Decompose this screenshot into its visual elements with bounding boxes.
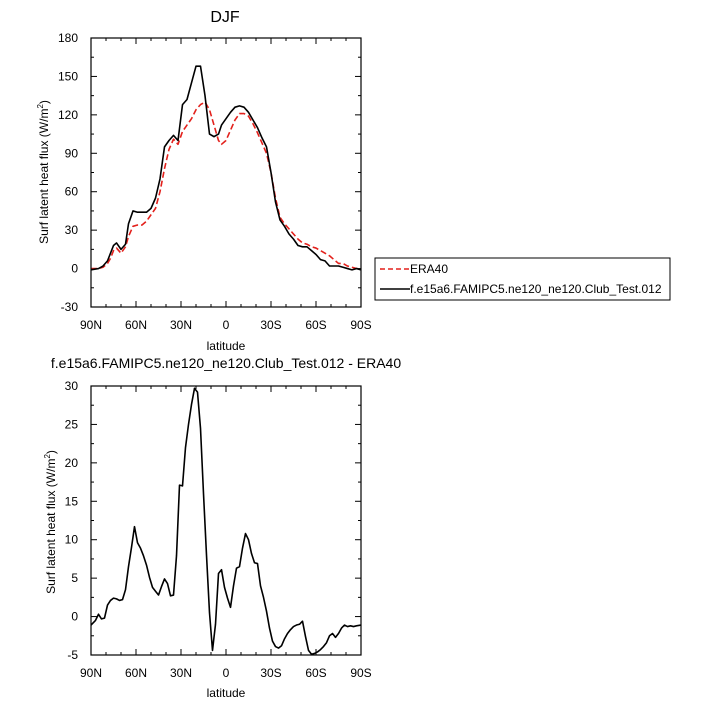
chart-1-xlabel: latitude <box>207 339 246 353</box>
x-tick-label: 30S <box>260 318 281 332</box>
chart-1-series <box>90 65 362 271</box>
y-tick-label: 0 <box>71 262 78 276</box>
series-line-series-0 <box>90 387 362 656</box>
chart-1-ylabel-sup: 2 <box>36 104 45 109</box>
chart-2-series <box>90 387 362 656</box>
legend-label-model: f.e15a6.FAMIPC5.ne120_ne120.Club_Test.01… <box>410 282 662 296</box>
chart-2: f.e15a6.FAMIPC5.ne120_ne120.Club_Test.01… <box>43 355 401 700</box>
series-line-era40 <box>91 101 361 270</box>
chart-2-plot-frame <box>90 385 362 656</box>
x-tick-label: 30S <box>260 666 281 680</box>
y-tick-label: 30 <box>65 223 79 237</box>
chart-1-plot-frame <box>90 37 362 308</box>
y-tick-label: 60 <box>65 185 79 199</box>
y-tick-label: 5 <box>71 571 78 585</box>
x-tick-label: 90S <box>350 318 371 332</box>
x-tick-label: 60N <box>125 318 147 332</box>
legend-label-era40: ERA40 <box>410 262 448 276</box>
y-tick-label: 120 <box>58 108 78 122</box>
chart-1-title: DJF <box>210 9 240 26</box>
chart-1-legend: ERA40 f.e15a6.FAMIPC5.ne120_ne120.Club_T… <box>374 257 671 301</box>
chart-1-ylabel-tail: ) <box>37 100 51 104</box>
y-tick-label: -5 <box>67 648 78 662</box>
y-tick-label: 15 <box>65 494 79 508</box>
y-tick-label: 10 <box>65 533 79 547</box>
x-tick-label: 30N <box>170 666 192 680</box>
y-tick-label: -30 <box>61 300 79 314</box>
chart-1-gridticks: -30 0 30 60 90 120 150 180 90N 60N 30N 0 30S 60S 90S <box>58 31 372 332</box>
x-tick-label: 30N <box>170 318 192 332</box>
chart-1: DJF -30 0 30 60 90 120 150 180 90N 60N 30N 0 30S 60S 9… <box>36 9 671 353</box>
y-tick-label: 0 <box>71 610 78 624</box>
legend-box <box>374 257 671 301</box>
x-tick-label: 0 <box>223 666 230 680</box>
x-tick-label: 90N <box>80 666 102 680</box>
series-line-f-e15a6-famipc5-ne120-ne120-club-test-012 <box>90 65 362 271</box>
y-tick-label: 20 <box>65 456 79 470</box>
y-tick-label: 30 <box>65 379 79 393</box>
x-tick-label: 90S <box>350 666 371 680</box>
chart-2-title: f.e15a6.FAMIPC5.ne120_ne120.Club_Test.01… <box>51 355 401 371</box>
x-tick-label: 60S <box>305 666 326 680</box>
x-tick-label: 60N <box>125 666 147 680</box>
chart-2-ylabel-sup: 2 <box>43 454 52 459</box>
y-tick-label: 25 <box>65 417 79 431</box>
x-tick-label: 60S <box>305 318 326 332</box>
chart-2-gridticks: -5 0 5 10 15 20 25 30 90N 60N 30N 0 30S 60S 90S <box>65 379 372 680</box>
y-tick-label: 180 <box>58 31 78 45</box>
chart-2-xlabel: latitude <box>207 686 246 700</box>
chart-1-ylabel-main: Surf latent heat flux (W/m <box>37 109 51 244</box>
chart-2-ylabel-main: Surf latent heat flux (W/m <box>44 459 58 594</box>
x-tick-label: 0 <box>223 318 230 332</box>
chart-2-ylabel: Surf latent heat flux (W/m2) <box>43 450 58 594</box>
y-tick-label: 90 <box>65 146 79 160</box>
chart-1-ylabel: Surf latent heat flux (W/m2) <box>36 100 51 244</box>
chart-2-ylabel-tail: ) <box>44 450 58 454</box>
y-tick-label: 150 <box>58 69 78 83</box>
x-tick-label: 90N <box>80 318 102 332</box>
